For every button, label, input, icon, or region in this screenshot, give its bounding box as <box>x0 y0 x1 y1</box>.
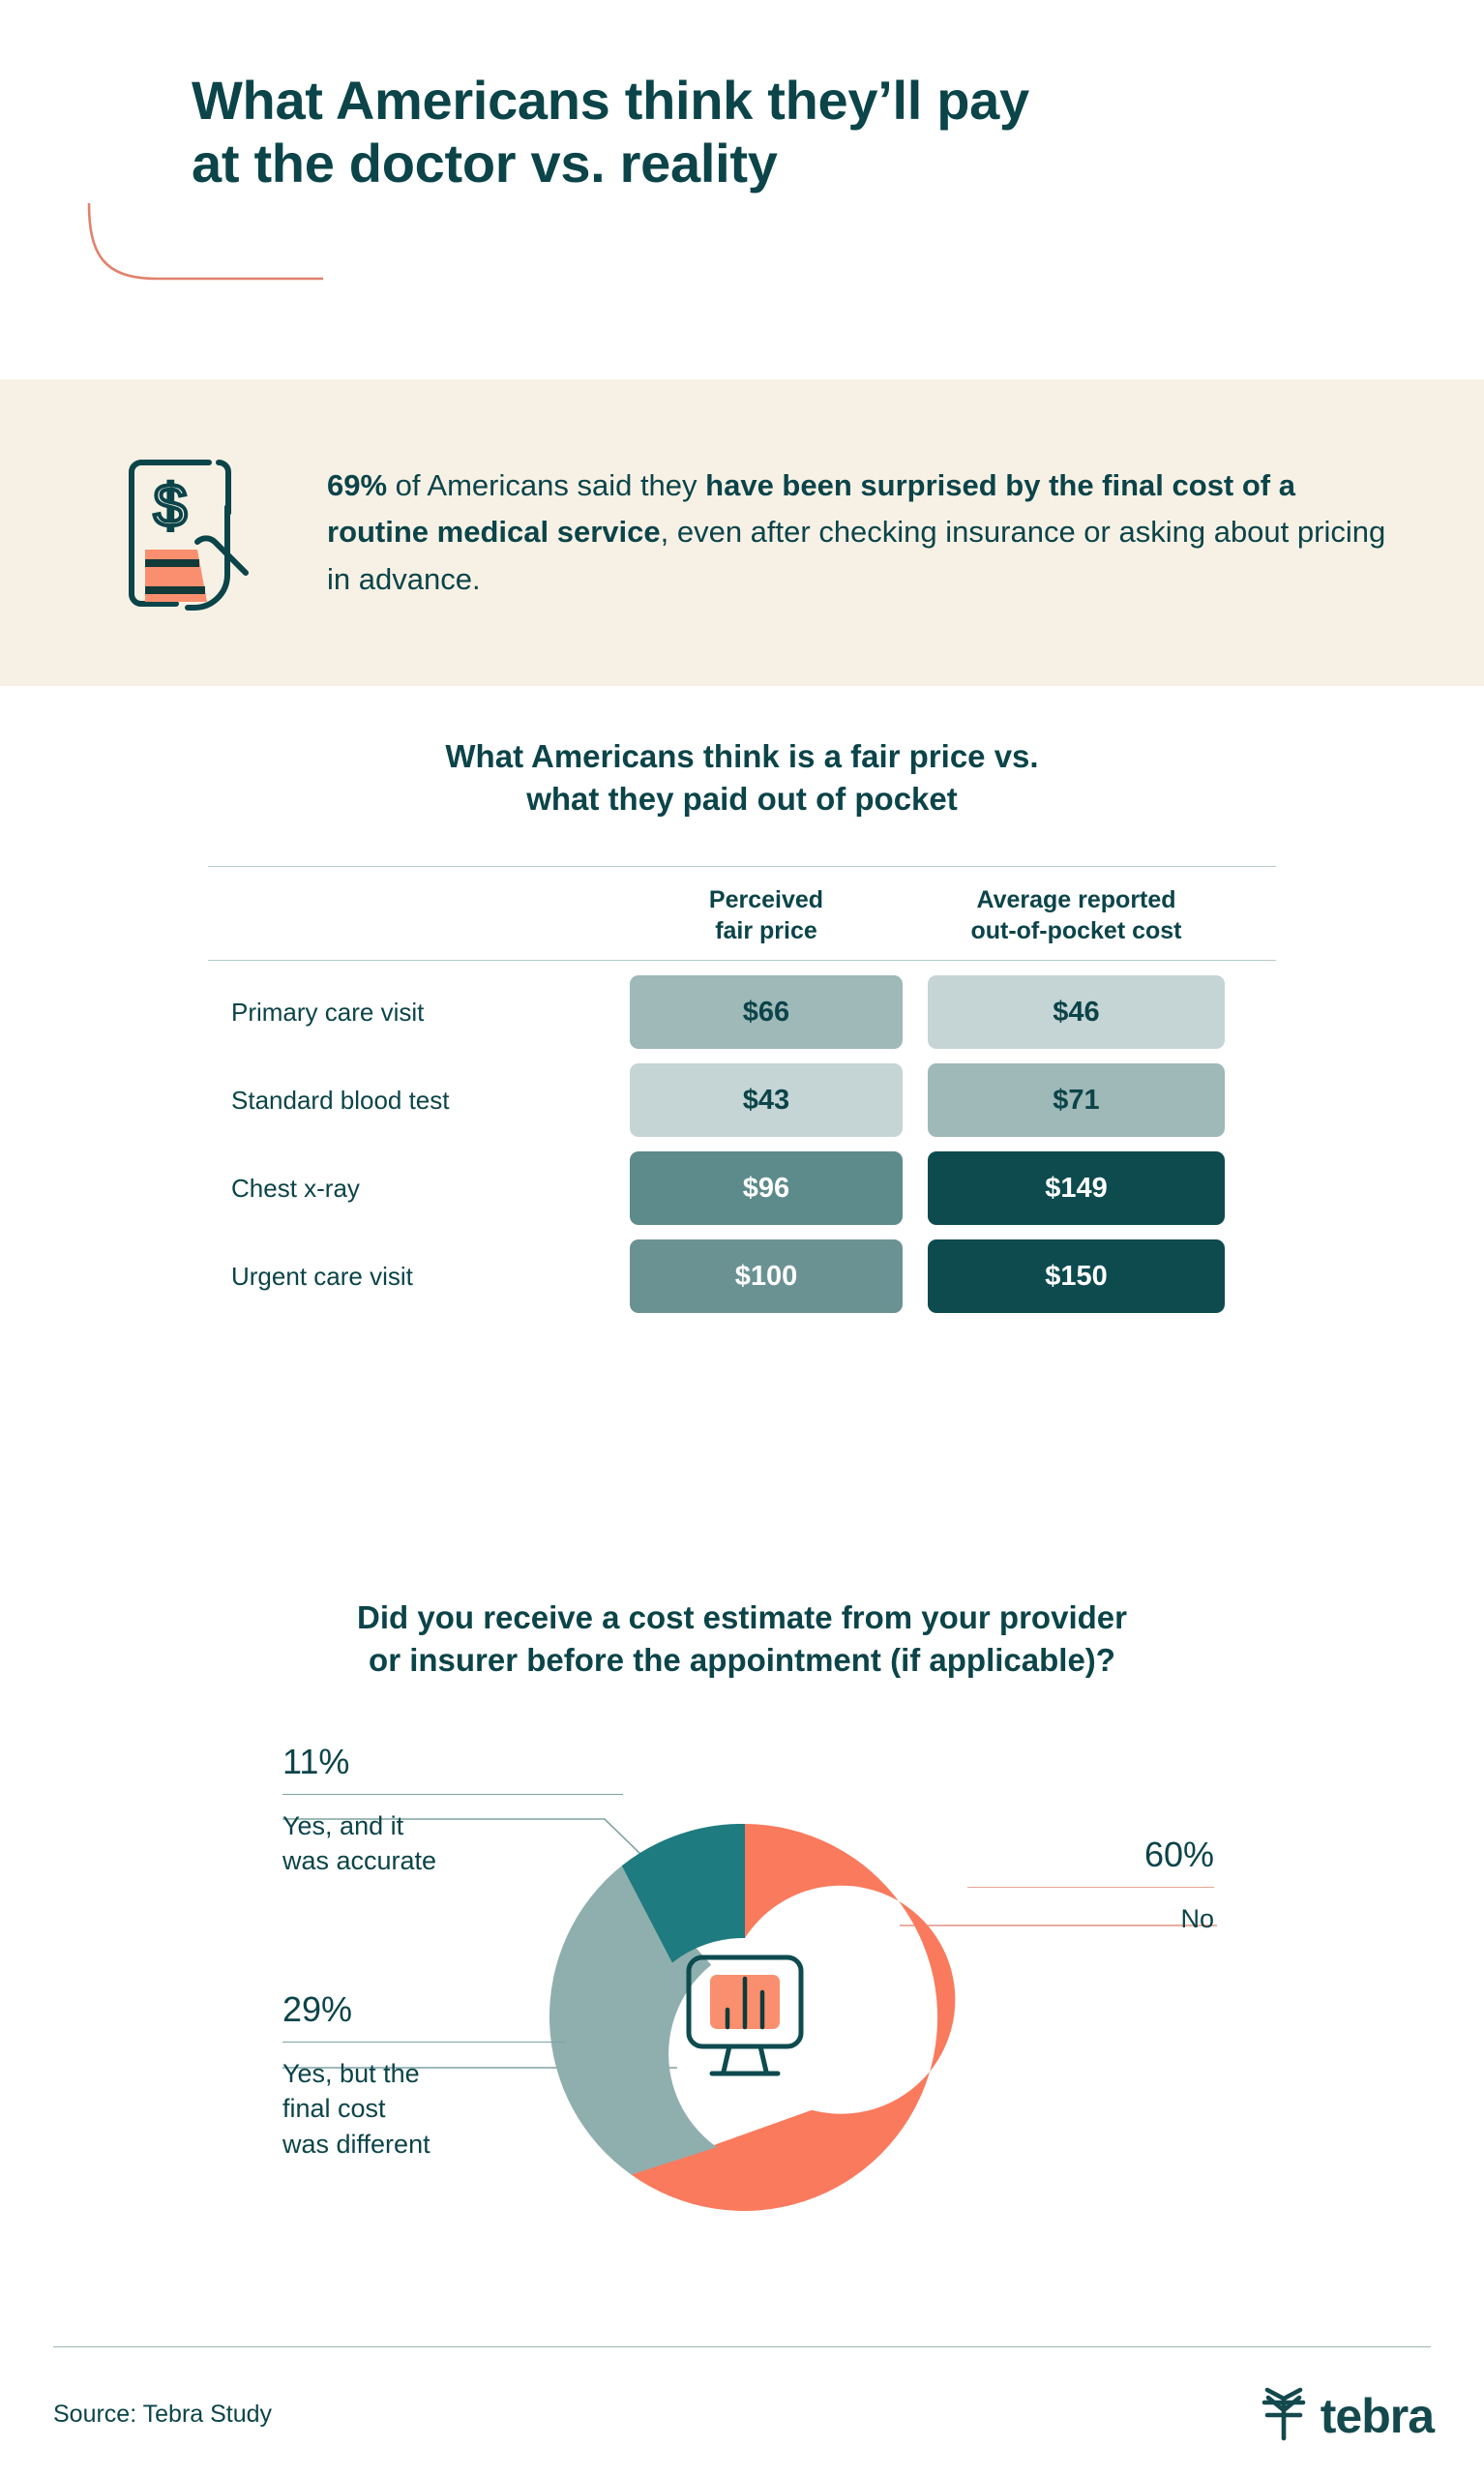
donut-slice-no <box>631 1824 956 2212</box>
cell-actual-urgent-care: $150 <box>928 1239 1225 1314</box>
donut-slices <box>549 1824 956 2212</box>
donut-label-no-pct: 60% <box>1143 1835 1214 1875</box>
donut-label-no-rule <box>967 1886 1214 1888</box>
tebra-wordmark: tebra <box>1320 2388 1435 2443</box>
donut-label-different-desc: Yes, but the final cost was different <box>282 2058 430 2160</box>
table-row: Standard blood test $43 $71 <box>208 1063 1276 1138</box>
donut-label-different: 29% Yes, but the final cost was differen… <box>282 1990 565 2163</box>
footer-divider <box>53 2346 1431 2347</box>
donut-slice-accurate <box>621 1824 745 1963</box>
donut-chart-title: Did you receive a cost estimate from you… <box>357 1599 1127 1678</box>
table-top-rule <box>208 866 1276 868</box>
phone-dollar-hand-icon: $ <box>101 449 255 623</box>
banner-text-bold: have been surprised by the final cost of… <box>327 468 1295 550</box>
table-header-row: Perceived fair price Average reported ou… <box>208 867 1276 960</box>
cell-perceived-blood-test: $43 <box>630 1063 903 1138</box>
donut-label-accurate-desc: Yes, and it was accurate <box>282 1810 437 1876</box>
banner-text-part3: , even after checking insurance or askin… <box>327 515 1386 596</box>
cell-actual-chest-xray: $149 <box>928 1151 1225 1226</box>
table-header-rule <box>208 960 1276 962</box>
banner-stat-number: 69% <box>327 468 388 502</box>
column-header-perceived: Perceived fair price <box>708 886 824 945</box>
header-section: What Americans think they’ll pay at the … <box>0 0 1484 377</box>
table-row: Chest x-ray $96 $149 <box>208 1151 1276 1226</box>
cell-actual-blood-test: $71 <box>928 1063 1225 1138</box>
donut-label-no: 60% No <box>967 1835 1214 1936</box>
page-title: What Americans think they’ll pay at the … <box>192 70 1029 194</box>
stat-banner: $ 69% of Americans said they have been s… <box>0 379 1484 686</box>
table-row: Urgent care visit $100 $150 <box>208 1239 1276 1314</box>
cell-perceived-urgent-care: $100 <box>630 1239 903 1314</box>
source-text: Source: Tebra Study <box>53 2401 273 2428</box>
monitor-bar-chart-icon <box>686 1955 804 2076</box>
row-label-chest-xray: Chest x-ray <box>231 1173 360 1203</box>
cell-perceived-primary-care: $66 <box>630 975 903 1050</box>
donut-chart-area: 11% Yes, and it was accurate 29% Yes, bu… <box>0 1727 1484 2327</box>
tebra-logo: tebra <box>1259 2385 1435 2446</box>
donut-chart-section: Did you receive a cost estimate from you… <box>0 1597 1484 2327</box>
corner-curve-accent-icon <box>85 201 327 293</box>
donut-label-accurate-rule <box>282 1793 623 1795</box>
row-label-urgent-care: Urgent care visit <box>231 1261 413 1291</box>
donut-label-different-rule <box>282 2041 565 2043</box>
table-row: Primary care visit $66 $46 <box>208 975 1276 1050</box>
banner-statistic-text: 69% of Americans said they have been sur… <box>327 463 1391 603</box>
donut-chart-svg <box>282 1818 1217 2212</box>
banner-text-part1: of Americans said they <box>387 468 706 502</box>
row-label-blood-test: Standard blood test <box>231 1085 450 1115</box>
donut-label-accurate-pct: 11% <box>282 1742 350 1782</box>
svg-text:$: $ <box>154 473 187 540</box>
cell-perceived-chest-xray: $96 <box>630 1151 903 1226</box>
price-table-section: What Americans think is a fair price vs.… <box>0 735 1484 1314</box>
donut-label-no-desc: No <box>1180 1903 1214 1933</box>
column-header-actual: Average reported out-of-pocket cost <box>970 886 1182 945</box>
donut-label-different-pct: 29% <box>282 1989 353 2030</box>
row-label-primary-care: Primary care visit <box>231 997 425 1027</box>
donut-label-accurate: 11% Yes, and it was accurate <box>282 1743 623 1879</box>
cell-actual-primary-care: $46 <box>928 975 1225 1050</box>
footer-section: Source: Tebra Study tebra <box>0 2346 1484 2477</box>
price-table-title: What Americans think is a fair price vs.… <box>445 738 1039 817</box>
price-table: Perceived fair price Average reported ou… <box>208 866 1276 1314</box>
tebra-tree-icon <box>1259 2385 1309 2446</box>
